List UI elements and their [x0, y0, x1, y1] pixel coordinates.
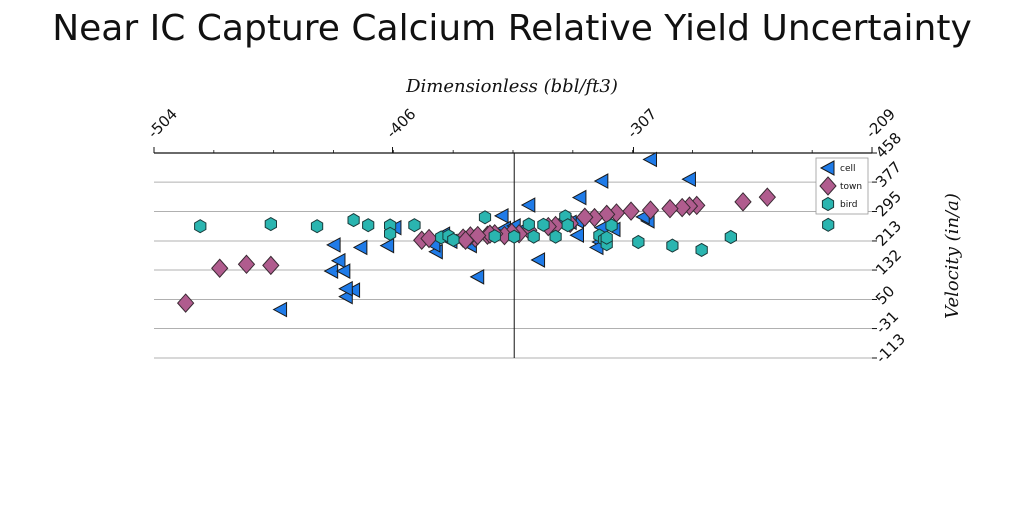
cell-point	[272, 301, 288, 318]
town-point	[622, 201, 640, 221]
bird-point	[600, 230, 613, 245]
town-point	[673, 197, 691, 218]
bird-point	[384, 226, 397, 241]
town-point	[641, 200, 660, 220]
cell-point	[681, 171, 696, 188]
town-point	[237, 254, 256, 275]
cell-point	[569, 227, 584, 244]
cell-point	[493, 207, 509, 224]
bird-point	[478, 210, 492, 225]
town-point	[262, 255, 280, 276]
cell-point	[469, 269, 485, 285]
y-axis-label: Velocity (in/a)	[942, 193, 963, 319]
legend: cell town bird	[815, 157, 869, 215]
x-tick-label: -307	[624, 105, 661, 142]
bird-point	[549, 229, 562, 244]
bird-point	[537, 217, 550, 232]
cell-point	[571, 189, 587, 206]
bird-point	[822, 217, 835, 232]
y-tick-label: 213	[872, 217, 905, 250]
bird-point	[488, 229, 501, 244]
town-point	[211, 258, 229, 278]
bird-point	[508, 229, 521, 244]
town-point	[420, 228, 438, 249]
x-tick-label: -406	[383, 105, 420, 142]
series-bird	[194, 209, 835, 257]
cell-point	[642, 151, 658, 168]
town-point	[176, 293, 195, 313]
cell-point	[338, 280, 353, 297]
town-point	[734, 192, 752, 212]
bird-point	[666, 238, 679, 253]
cell-point	[335, 263, 351, 279]
bird-point	[527, 229, 540, 244]
bird-point	[522, 217, 535, 232]
grid-lines	[154, 152, 872, 359]
y-tick-label: 132	[872, 246, 905, 279]
town-point	[469, 225, 487, 246]
cell-point	[345, 282, 361, 298]
legend-label-bird: bird	[840, 200, 857, 210]
y-tick-label: 377	[872, 158, 905, 191]
cell-point	[326, 237, 341, 253]
bird-point	[561, 218, 574, 233]
data-points	[176, 151, 835, 318]
legend-marker-cell	[819, 160, 835, 176]
x-axis-label: Dimensionless (bbl/ft3)	[405, 76, 618, 97]
legend-marker-bird	[821, 196, 835, 212]
cell-point	[379, 237, 395, 254]
y-tick-label: 295	[872, 187, 905, 220]
town-point	[576, 207, 594, 228]
bird-point	[632, 234, 645, 250]
bird-point	[724, 229, 737, 245]
town-point	[758, 187, 777, 207]
bird-point	[264, 217, 277, 232]
y-tick-label: 50	[872, 282, 898, 308]
bird-point	[408, 218, 421, 233]
chart-title: Near IC Capture Calcium Relative Yield U…	[52, 8, 972, 49]
legend-marker-town	[819, 176, 837, 196]
town-point	[661, 198, 679, 219]
cell-point	[530, 252, 546, 268]
legend-label-cell: cell	[840, 164, 856, 174]
bird-point	[310, 219, 324, 234]
bird-point	[695, 242, 708, 257]
bird-point	[605, 218, 618, 233]
bird-point	[194, 219, 207, 234]
y-tick-label: -113	[872, 330, 909, 367]
cell-point	[593, 173, 609, 189]
cell-point	[520, 197, 536, 213]
bird-point	[362, 218, 375, 233]
cell-point	[323, 263, 339, 279]
legend-label-town: town	[840, 182, 862, 192]
cell-point	[330, 252, 346, 269]
bird-point	[447, 232, 460, 247]
x-tick-label: -504	[144, 105, 181, 142]
cell-point	[352, 239, 368, 256]
bird-point	[347, 213, 360, 228]
